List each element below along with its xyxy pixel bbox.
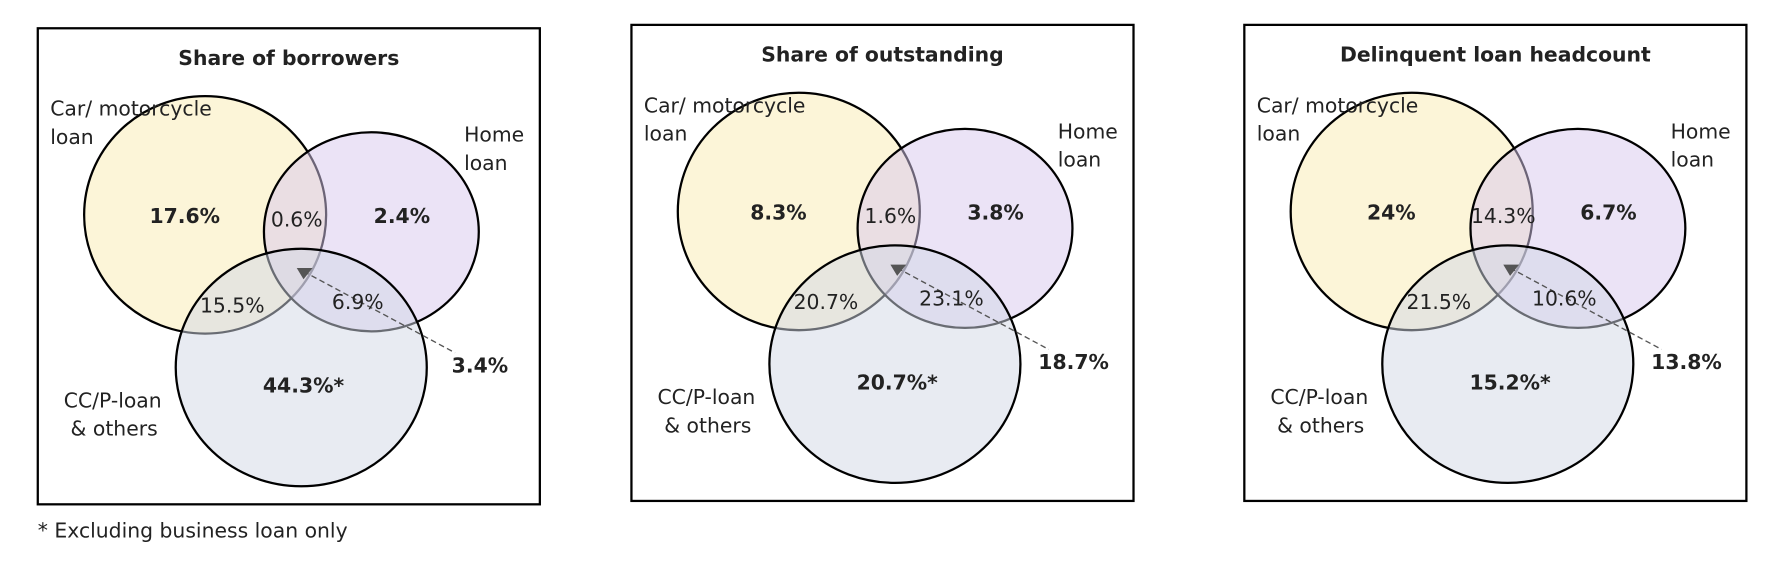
venn-panel: Delinquent loan headcount Car/ motorcycle…: [1243, 23, 1748, 503]
car-label: loan: [50, 125, 93, 149]
car-label: loan: [1257, 122, 1300, 146]
venn-panel: Share of outstanding Car/ motorcycle loan H…: [630, 23, 1135, 503]
region-value: 15.5%: [200, 293, 265, 317]
cc-label: CC/P-loan: [64, 388, 162, 412]
region-value: 24%: [1367, 201, 1416, 225]
region-value: 3.8%: [967, 201, 1023, 225]
region-value: 18.7%: [1038, 350, 1109, 374]
pointer-head: [296, 267, 313, 280]
pointer-line: [1509, 267, 1662, 351]
car-label: Car/ motorcycle: [1257, 93, 1419, 117]
region-value: 21.5%: [1407, 290, 1472, 314]
footnote: * Excluding business loan only: [38, 518, 348, 542]
venn-panel: Share of borrowers Car/ motorcycle loan Hom…: [36, 27, 541, 506]
panel-title: Share of borrowers: [178, 46, 399, 70]
home-label: loan: [1058, 148, 1101, 172]
region-value: 6.9%: [332, 290, 384, 314]
region-value: 13.8%: [1651, 350, 1722, 374]
pointer-head: [1503, 264, 1520, 276]
pointer-line: [303, 270, 456, 354]
region-value: 1.6%: [865, 204, 917, 228]
region-value: 44.3%*: [263, 374, 345, 398]
region-value: 23.1%: [919, 287, 984, 311]
cc-circle: [768, 244, 1022, 484]
cc-label: & others: [1277, 413, 1364, 437]
home-label: Home: [1671, 119, 1731, 143]
region-value: 20.7%*: [857, 370, 939, 394]
region-value: 20.7%: [794, 290, 859, 314]
panel-title: Delinquent loan headcount: [1340, 42, 1651, 66]
cc-circle: [1381, 244, 1635, 484]
region-value: 6.7%: [1580, 201, 1636, 225]
pointer-head: [890, 264, 907, 276]
pointer-line: [896, 267, 1050, 351]
cc-label: CC/P-loan: [1270, 385, 1368, 409]
cc-label: & others: [664, 413, 751, 437]
region-value: 3.4%: [452, 353, 508, 377]
region-value: 14.3%: [1471, 204, 1536, 228]
home-label: Home: [464, 123, 524, 147]
car-label: Car/ motorcycle: [644, 93, 806, 117]
panel-title: Share of outstanding: [761, 42, 1004, 66]
region-value: 0.6%: [271, 208, 323, 232]
car-label: loan: [644, 122, 687, 146]
region-value: 15.2%*: [1469, 370, 1551, 394]
home-label: loan: [464, 151, 507, 175]
region-value: 10.6%: [1532, 287, 1597, 311]
cc-label: CC/P-loan: [657, 385, 755, 409]
home-label: Home: [1058, 119, 1118, 143]
cc-circle: [174, 247, 428, 488]
home-label: loan: [1671, 148, 1714, 172]
region-value: 17.6%: [149, 204, 220, 228]
region-value: 8.3%: [750, 201, 806, 225]
cc-label: & others: [71, 417, 158, 441]
car-label: Car/ motorcycle: [50, 97, 212, 121]
region-value: 2.4%: [374, 204, 430, 228]
